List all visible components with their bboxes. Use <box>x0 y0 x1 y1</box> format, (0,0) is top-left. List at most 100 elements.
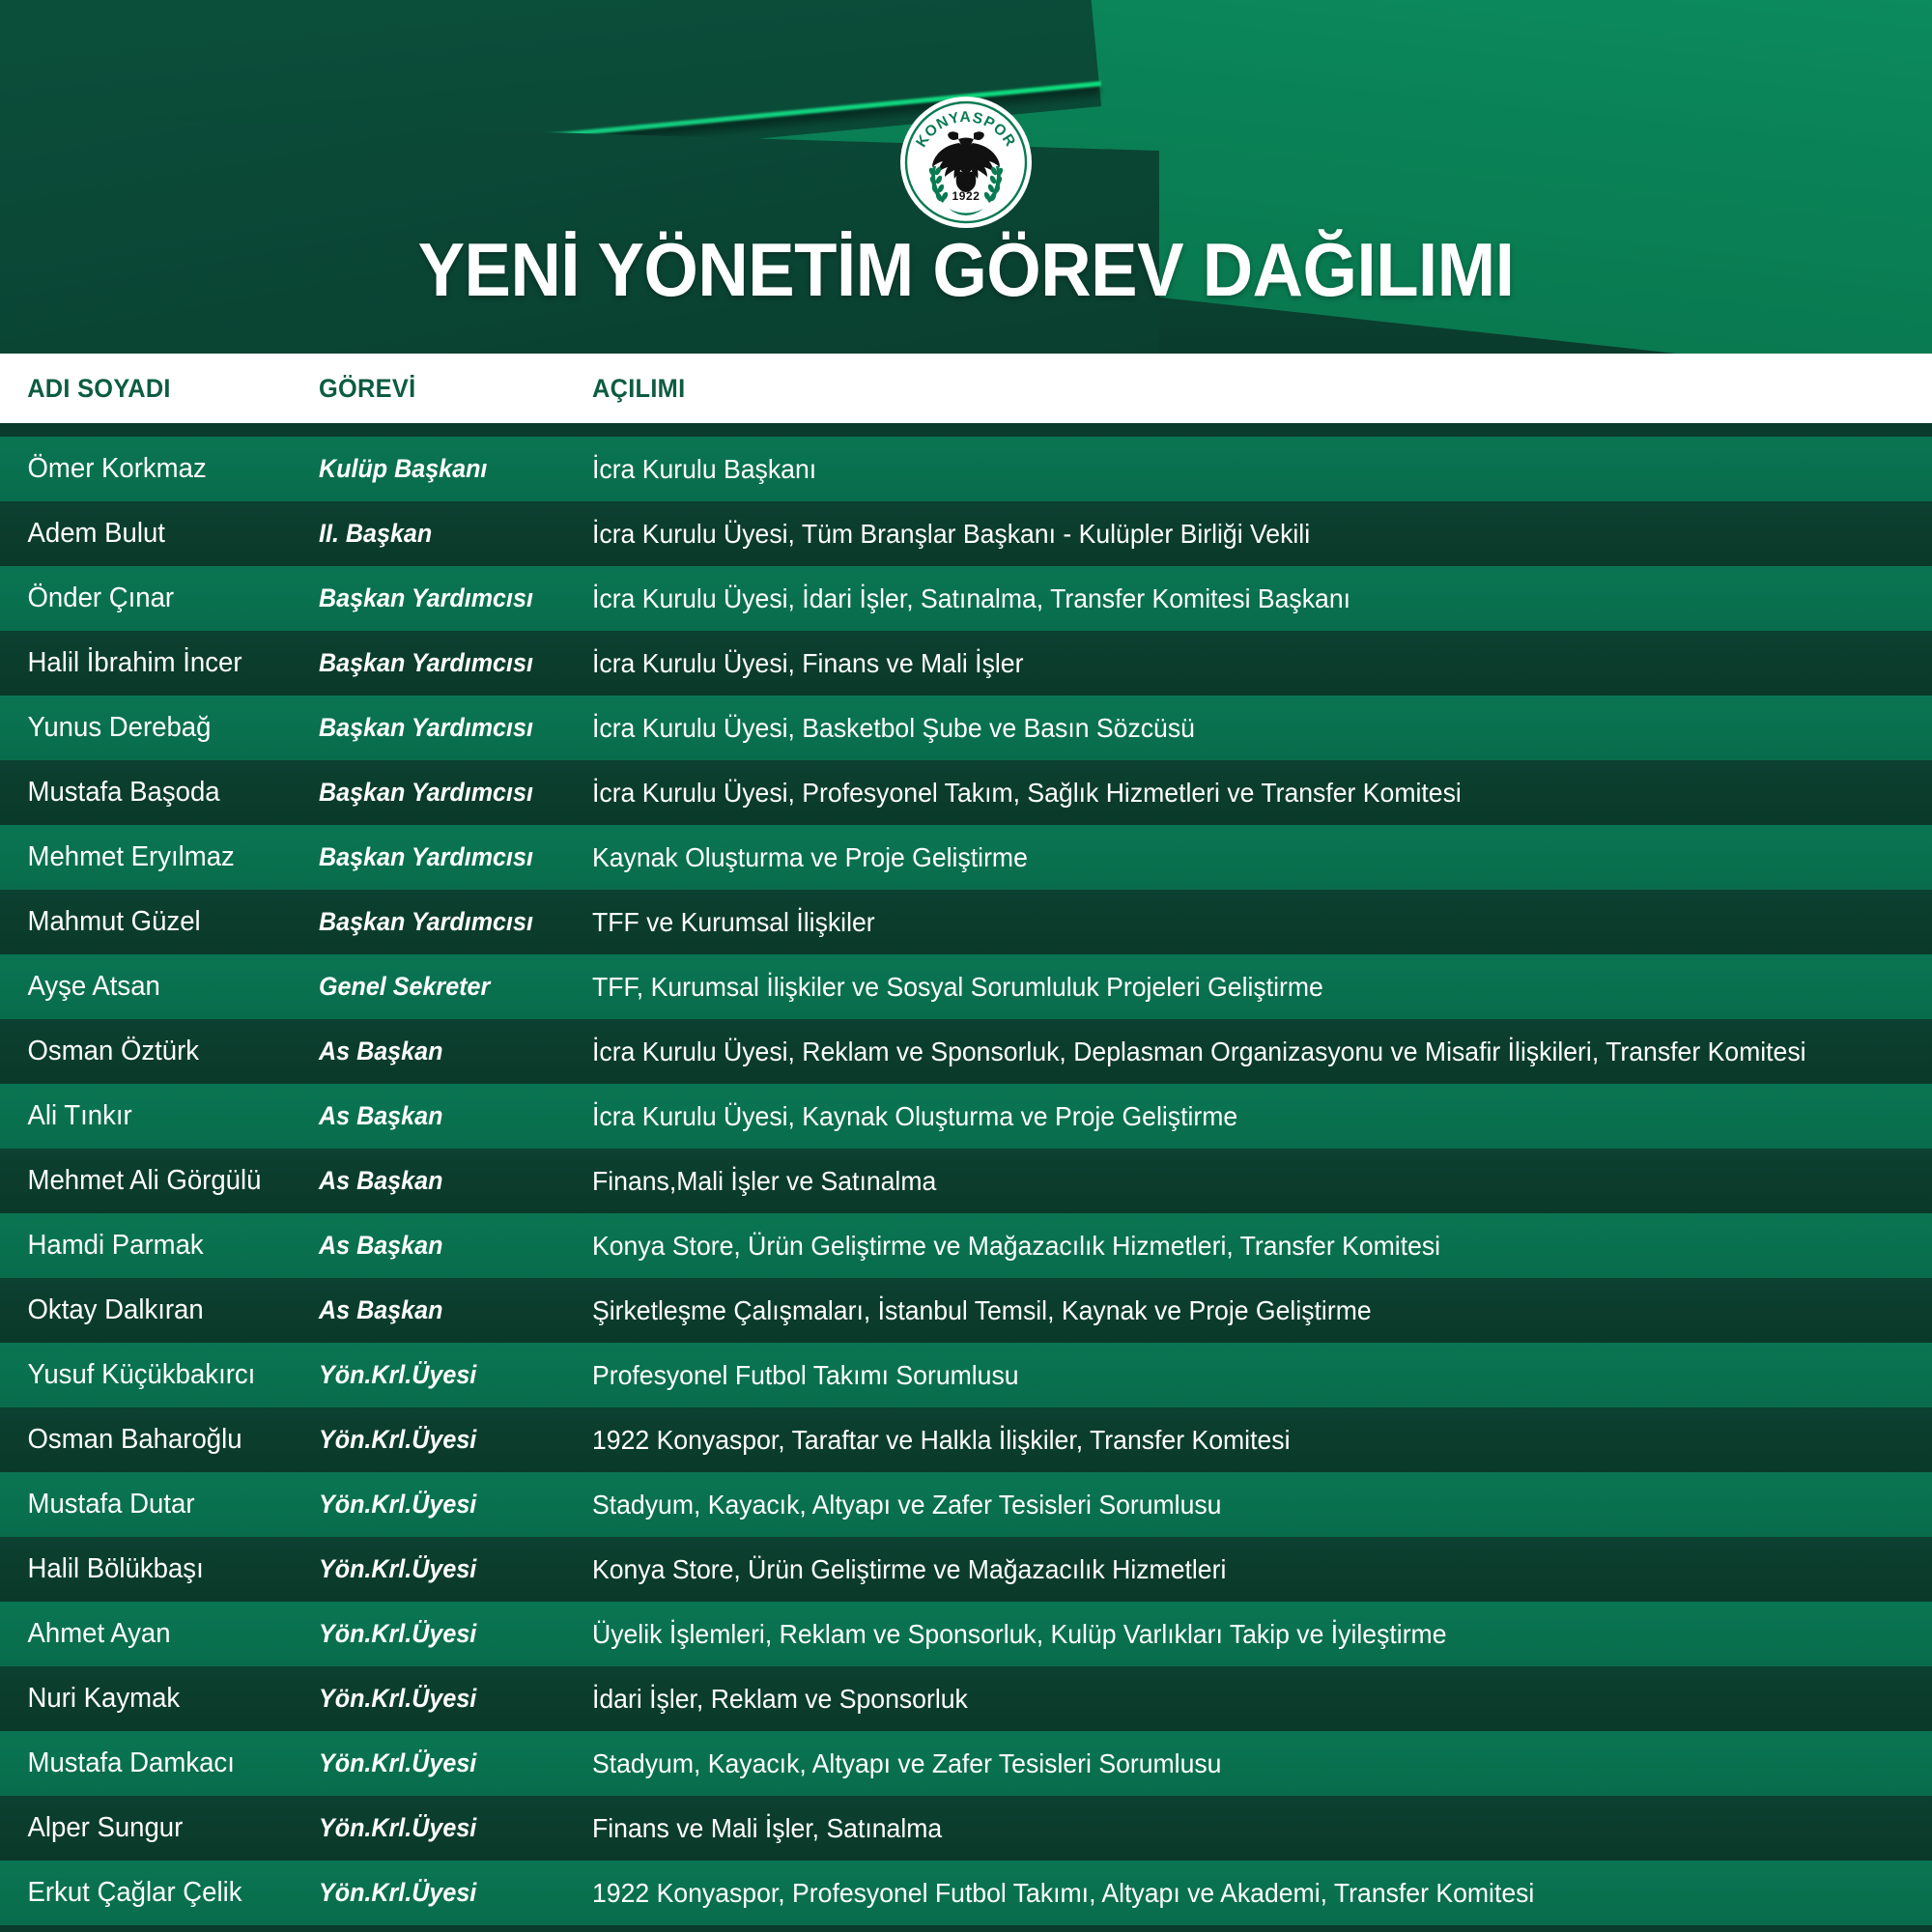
cell-description: Finans ve Mali İşler, Satınalma <box>592 1812 943 1843</box>
table-row: Halil Bölükbaşı Yön.Krl.Üyesi Konya Store,… <box>0 1537 1932 1602</box>
table-row: Adem Bulut II. Başkan İcra Kurulu Üyesi, T… <box>0 501 1932 566</box>
table-row: Ali Tınkır As Başkan İcra Kurulu Üyesi, Ka… <box>0 1084 1932 1149</box>
table-row: Hamdi Parmak As Başkan Konya Store, Ürün G… <box>0 1213 1932 1278</box>
table-row: Halil İbrahim İncer Başkan Yardımcısı İcra… <box>0 631 1932 696</box>
cell-description: Stadyum, Kayacık, Altyapı ve Zafer Tesis… <box>592 1489 1222 1520</box>
cell-role: Genel Sekreter <box>319 972 491 1001</box>
table-row: Mehmet Eryılmaz Başkan Yardımcısı Kaynak O… <box>0 825 1932 890</box>
cell-role: Yön.Krl.Üyesi <box>319 1360 477 1389</box>
table-row: Mustafa Damkacı Yön.Krl.Üyesi Stadyum, Kay… <box>0 1731 1932 1796</box>
cell-description: Konya Store, Ürün Geliştirme ve Mağazacı… <box>592 1553 1227 1584</box>
table-row: Mehmet Ali Görgülü As Başkan Finans,Mali İ… <box>0 1149 1932 1213</box>
cell-name: Erkut Çağlar Çelik <box>27 1877 242 1908</box>
cell-name: Mehmet Eryılmaz <box>27 841 235 872</box>
cell-description: Stadyum, Kayacık, Altyapı ve Zafer Tesis… <box>592 1747 1222 1778</box>
cell-role: Yön.Krl.Üyesi <box>319 1619 477 1648</box>
cell-name: Hamdi Parmak <box>27 1230 204 1261</box>
table-row: Mahmut Güzel Başkan Yardımcısı TFF ve Kuru… <box>0 890 1932 954</box>
cell-name: Mahmut Güzel <box>27 906 201 937</box>
cell-description: 1922 Konyaspor, Taraftar ve Halkla İlişk… <box>592 1424 1291 1455</box>
table-row: Osman Baharoğlu Yön.Krl.Üyesi 1922 Konyasp… <box>0 1407 1932 1472</box>
cell-role: As Başkan <box>319 1037 443 1065</box>
cell-description: TFF, Kurumsal İlişkiler ve Sosyal Soruml… <box>592 971 1323 1002</box>
cell-description: İcra Kurulu Başkanı <box>592 453 817 484</box>
page-title: YENİ YÖNETİM GÖREV DAĞILIMI <box>417 227 1515 312</box>
table-row: Ahmet Ayan Yön.Krl.Üyesi Üyelik İşlemleri,… <box>0 1602 1932 1666</box>
cell-name: Halil İbrahim İncer <box>27 647 242 678</box>
cell-role: Başkan Yardımcısı <box>319 842 533 871</box>
cell-description: Kaynak Oluşturma ve Proje Geliştirme <box>592 841 1028 872</box>
cell-role: Yön.Krl.Üyesi <box>319 1554 477 1583</box>
cell-role: Başkan Yardımcısı <box>319 907 533 936</box>
konyaspor-crest-icon: KONYASPOR <box>898 95 1034 230</box>
cell-role: Yön.Krl.Üyesi <box>319 1813 477 1842</box>
cell-name: Mustafa Dutar <box>27 1489 195 1520</box>
cell-description: İcra Kurulu Üyesi, Reklam ve Sponsorluk,… <box>592 1036 1806 1066</box>
table-row: Nuri Kaymak Yön.Krl.Üyesi İdari İşler, Rek… <box>0 1666 1932 1731</box>
table-row: Ömer Korkmaz Kulüp Başkanı İcra Kurulu Baş… <box>0 437 1932 501</box>
cell-name: Ahmet Ayan <box>27 1618 171 1649</box>
cell-name: Adem Bulut <box>27 518 165 549</box>
column-header-name: ADI SOYADI <box>27 373 171 403</box>
cell-description: İcra Kurulu Üyesi, Profesyonel Takım, Sa… <box>592 777 1462 808</box>
footer-strip <box>0 1925 1932 1932</box>
cell-name: Ömer Korkmaz <box>27 453 207 484</box>
table-row: Alper Sungur Yön.Krl.Üyesi Finans ve Mali … <box>0 1796 1932 1861</box>
cell-role: As Başkan <box>319 1101 443 1130</box>
column-header-description: AÇILIMI <box>592 373 686 403</box>
cell-description: İcra Kurulu Üyesi, Finans ve Mali İşler <box>592 647 1024 678</box>
cell-description: İdari İşler, Reklam ve Sponsorluk <box>592 1683 968 1714</box>
cell-role: Yön.Krl.Üyesi <box>319 1490 477 1519</box>
cell-name: Osman Baharoğlu <box>27 1424 242 1455</box>
cell-description: Üyelik İşlemleri, Reklam ve Sponsorluk, … <box>592 1618 1447 1649</box>
cell-role: As Başkan <box>319 1231 443 1260</box>
cell-description: 1922 Konyaspor, Profesyonel Futbol Takım… <box>592 1877 1535 1908</box>
cell-name: Mustafa Başoda <box>27 777 220 808</box>
cell-name: Mustafa Damkacı <box>27 1747 235 1778</box>
table-row: Mustafa Dutar Yön.Krl.Üyesi Stadyum, Kayac… <box>0 1472 1932 1537</box>
cell-name: Alper Sungur <box>27 1812 184 1843</box>
board-assignments-table: ADI SOYADI GÖREVİ AÇILIMI Ömer Korkmaz Ku… <box>0 354 1932 1932</box>
table-body: Ömer Korkmaz Kulüp Başkanı İcra Kurulu Baş… <box>0 437 1932 1925</box>
cell-name: Halil Bölükbaşı <box>27 1553 204 1584</box>
cell-description: Şirketleşme Çalışmaları, İstanbul Temsil… <box>592 1294 1372 1325</box>
table-row: Mustafa Başoda Başkan Yardımcısı İcra Kuru… <box>0 760 1932 825</box>
cell-role: Yön.Krl.Üyesi <box>319 1878 477 1907</box>
cell-description: İcra Kurulu Üyesi, İdari İşler, Satınalm… <box>592 582 1351 613</box>
cell-role: Başkan Yardımcısı <box>319 583 533 612</box>
cell-role: Başkan Yardımcısı <box>319 648 533 677</box>
table-row: Osman Öztürk As Başkan İcra Kurulu Üyesi, … <box>0 1019 1932 1084</box>
table-row: Yunus Derebağ Başkan Yardımcısı İcra Kurul… <box>0 696 1932 760</box>
cell-name: Yunus Derebağ <box>27 712 212 743</box>
cell-role: As Başkan <box>319 1166 443 1195</box>
table-row: Ayşe Atsan Genel Sekreter TFF, Kurumsal İl… <box>0 954 1932 1019</box>
table-header-row: ADI SOYADI GÖREVİ AÇILIMI <box>0 354 1932 423</box>
column-header-role: GÖREVİ <box>319 373 416 403</box>
cell-name: Osman Öztürk <box>27 1036 200 1066</box>
cell-name: Mehmet Ali Görgülü <box>27 1165 262 1196</box>
cell-name: Oktay Dalkıran <box>27 1294 204 1325</box>
table-row: Erkut Çağlar Çelik Yön.Krl.Üyesi 1922 Kony… <box>0 1861 1932 1925</box>
cell-name: Yusuf Küçükbakırcı <box>27 1359 256 1390</box>
table-row: Yusuf Küçükbakırcı Yön.Krl.Üyesi Profesyon… <box>0 1343 1932 1407</box>
crest-year: 1922 <box>952 189 980 203</box>
cell-description: TFF ve Kurumsal İlişkiler <box>592 906 875 937</box>
cell-description: Finans,Mali İşler ve Satınalma <box>592 1165 937 1196</box>
header-divider <box>0 423 1932 437</box>
table-row: Oktay Dalkıran As Başkan Şirketleşme Çalış… <box>0 1278 1932 1343</box>
cell-description: Konya Store, Ürün Geliştirme ve Mağazacı… <box>592 1230 1441 1261</box>
cell-name: Ayşe Atsan <box>27 971 160 1002</box>
cell-role: Yön.Krl.Üyesi <box>319 1425 477 1454</box>
cell-role: Başkan Yardımcısı <box>319 778 533 807</box>
cell-name: Ali Tınkır <box>27 1100 132 1131</box>
cell-description: İcra Kurulu Üyesi, Tüm Branşlar Başkanı … <box>592 518 1311 549</box>
cell-description: Profesyonel Futbol Takımı Sorumlusu <box>592 1359 1019 1390</box>
cell-description: İcra Kurulu Üyesi, Kaynak Oluşturma ve P… <box>592 1100 1238 1131</box>
cell-role: Yön.Krl.Üyesi <box>319 1684 477 1713</box>
cell-role: Kulüp Başkanı <box>319 454 488 483</box>
cell-role: As Başkan <box>319 1295 443 1324</box>
cell-name: Nuri Kaymak <box>27 1683 181 1714</box>
cell-name: Önder Çınar <box>27 582 175 613</box>
cell-role: Başkan Yardımcısı <box>319 713 533 742</box>
